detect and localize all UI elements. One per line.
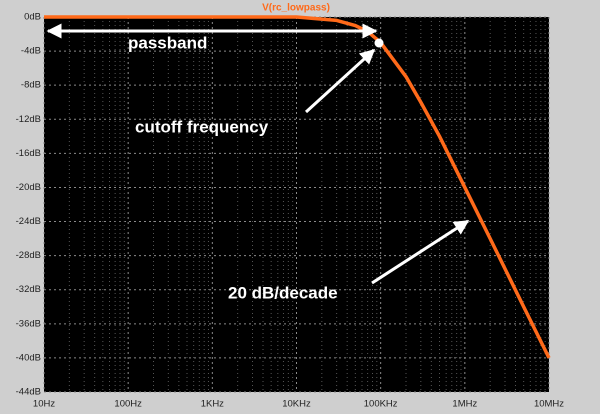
y-tick-label: -32dB — [16, 284, 41, 295]
annotation: passband — [128, 33, 207, 52]
y-tick-label: -28dB — [16, 250, 41, 261]
x-tick-label: 100KHz — [364, 399, 398, 410]
x-tick-label: 10MHz — [534, 399, 564, 410]
y-tick-label: -16dB — [16, 148, 41, 159]
y-tick-label: -12dB — [16, 114, 41, 125]
x-tick-label: 100Hz — [114, 399, 142, 410]
x-tick-label: 10KHz — [282, 399, 311, 410]
y-tick-label: -8dB — [21, 80, 41, 91]
y-tick-label: -44dB — [16, 387, 41, 398]
chart-title: V(rc_lowpass) — [262, 3, 330, 14]
y-tick-label: -36dB — [16, 318, 41, 329]
y-tick-label: -24dB — [16, 216, 41, 227]
cutoff-arrow — [304, 48, 376, 114]
y-tick-label: -4dB — [21, 46, 41, 57]
y-tick-label: 0dB — [24, 12, 41, 23]
plot-area — [44, 17, 549, 392]
y-tick-label: -20dB — [16, 182, 41, 193]
x-tick-label: 1KHz — [201, 399, 224, 410]
annotation: 20 dB/decade — [228, 283, 338, 302]
annotation: cutoff frequency — [135, 117, 269, 136]
slope-arrow — [371, 219, 470, 285]
x-tick-label: 10Hz — [33, 399, 55, 410]
x-tick-label: 1MHz — [452, 399, 477, 410]
cutoff-marker — [374, 38, 384, 48]
y-tick-label: -40dB — [16, 352, 41, 363]
